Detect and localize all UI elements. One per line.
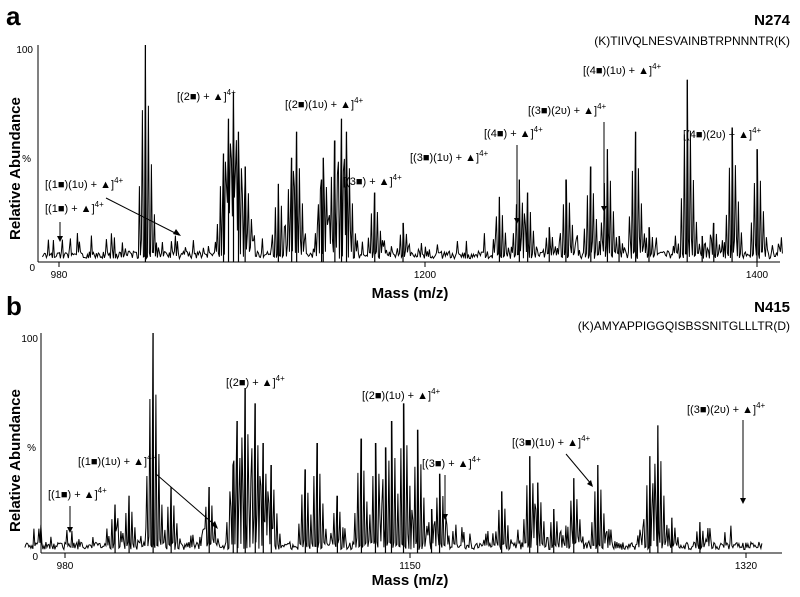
panel-a-arrowhead [601, 206, 607, 212]
panel-a-arrowhead [514, 218, 520, 224]
panel-b-letter: b [6, 291, 22, 321]
panel-b-ytick-0: 0 [32, 552, 38, 563]
panel-a: a N274 (K)TIIVQLNESVAINBTRPNNNTR(K) Rela… [6, 1, 791, 302]
panel-a-xtick-label: 1200 [414, 270, 437, 281]
panel-a-xtick-label: 980 [51, 270, 68, 281]
panel-b-xlabel: Mass (m/z) [372, 572, 449, 589]
panel-b-arrowhead [587, 480, 593, 487]
panel-a-xtick-label: 1400 [746, 270, 769, 281]
panel-a-annotation: [(3■)(2ᴜ) + ▲]4+ [528, 102, 607, 117]
panel-a-annotation: [(3■) + ▲]4+ [343, 173, 402, 188]
panel-b-annotation: [(1■)(1ᴜ) + ▲]4+ [78, 453, 157, 468]
panel-a-ylabel: Relative Abundance [7, 97, 24, 240]
panel-b-arrow [565, 453, 593, 486]
panel-a-annotation: [(4■) + ▲]4+ [484, 125, 543, 140]
panel-b-ylabel: Relative Abundance [7, 389, 24, 532]
panel-b: b N415 (K)AMYAPPIGGQISBSSNITGLLLTR(D) Re… [6, 291, 790, 589]
panel-b-arrowhead [740, 498, 746, 504]
panel-b-peptide: (K)AMYAPPIGGQISBSSNITGLLLTR(D) [578, 319, 790, 333]
panel-b-annotation: [(2■)(1ᴜ) + ▲]4+ [362, 387, 441, 402]
panel-a-ytick-percent: % [22, 154, 31, 165]
panel-a-annotation: [(4■)(2ᴜ) + ▲]4+ [683, 126, 762, 141]
panel-a-annotation: [(3■)(1ᴜ) + ▲]4+ [410, 149, 489, 164]
panel-b-xtick-label: 980 [57, 561, 74, 572]
panel-b-annotation: [(3■)(2ᴜ) + ▲]4+ [687, 401, 766, 416]
panel-b-site: N415 [754, 299, 790, 316]
panel-b-annotation: [(3■) + ▲]4+ [422, 455, 481, 470]
panel-a-annotation: [(2■)(1ᴜ) + ▲]4+ [285, 96, 364, 111]
panel-b-annotation: [(2■) + ▲]4+ [226, 374, 285, 389]
peak-marks [114, 45, 758, 553]
panel-a-arrowhead [173, 229, 181, 236]
panel-a-arrow [105, 197, 180, 236]
panel-b-ytick-100: 100 [21, 334, 38, 345]
panel-b-arrow [155, 473, 218, 528]
panel-b-xtick-label: 1150 [399, 561, 421, 572]
panel-a-annotation: [(4■)(1ᴜ) + ▲]4+ [583, 62, 662, 77]
panel-b-xtick-label: 1320 [735, 561, 758, 572]
panel-b-annotation: [(3■)(1ᴜ) + ▲]4+ [512, 434, 591, 449]
panel-a-site: N274 [754, 12, 791, 29]
panel-b-annotation: [(1■) + ▲]4+ [48, 486, 107, 501]
panel-a-xlabel: Mass (m/z) [372, 285, 449, 302]
panel-a-annotation: [(1■) + ▲]4+ [45, 200, 104, 215]
panel-a-peptide: (K)TIIVQLNESVAINBTRPNNNTR(K) [594, 34, 790, 48]
panel-a-letter: a [6, 1, 21, 31]
panel-a-spectrum-line [41, 44, 783, 261]
panel-b-ytick-percent: % [27, 443, 36, 454]
panel-a-arrowhead [57, 236, 63, 242]
panel-b-arrowhead [67, 527, 73, 533]
panel-a-annotation: [(2■) + ▲]4+ [177, 88, 236, 103]
panel-b-spectrum-line [24, 332, 763, 552]
panel-a-ytick-100: 100 [16, 45, 33, 56]
panel-a-ytick-0: 0 [29, 263, 35, 274]
panel-b-arrowhead [442, 514, 448, 520]
panel-a-annotation: [(1■)(1ᴜ) + ▲]4+ [45, 176, 124, 191]
panel-b-arrowhead [211, 521, 218, 529]
